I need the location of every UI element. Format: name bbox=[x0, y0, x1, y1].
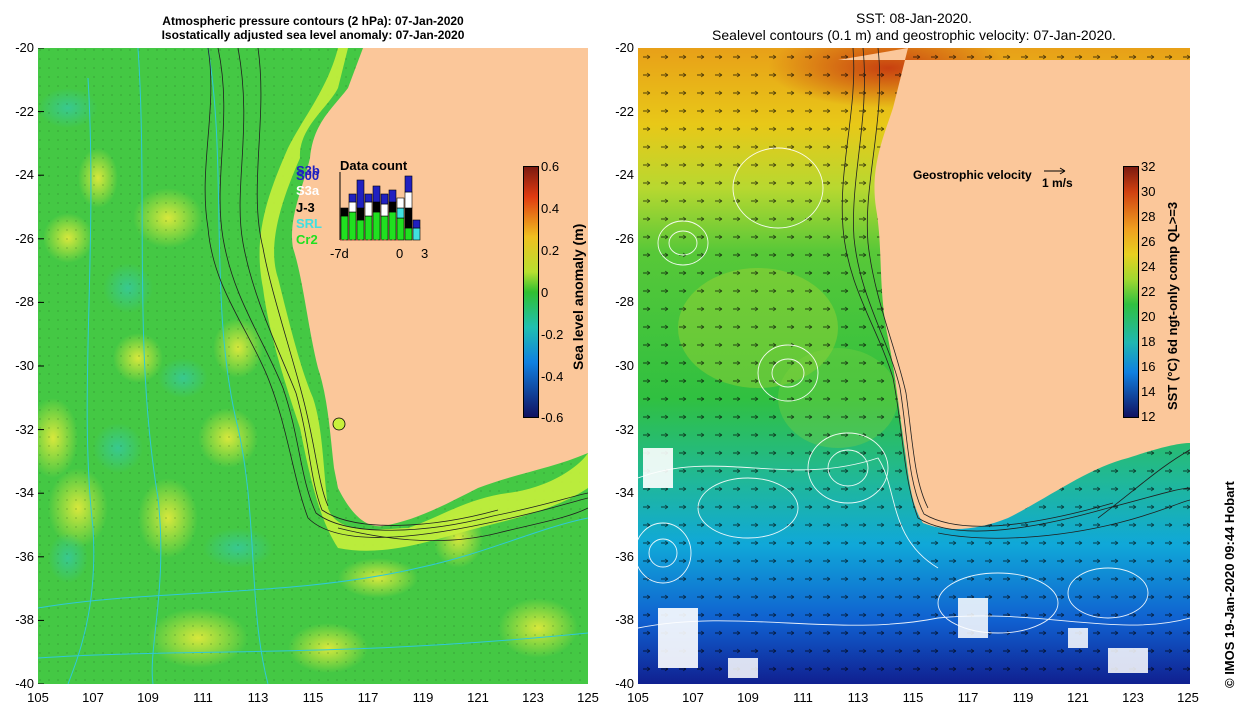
right-title-line1: SST: 08-Jan-2020. bbox=[856, 10, 972, 26]
lat-label: -28 bbox=[615, 294, 634, 309]
lat-label: -20 bbox=[15, 40, 34, 55]
cb-tick: 22 bbox=[1141, 284, 1156, 299]
lat-label: -32 bbox=[615, 422, 634, 437]
lon-label: 119 bbox=[1012, 690, 1034, 705]
lat-label: -36 bbox=[615, 549, 634, 564]
lat-label: -28 bbox=[15, 294, 34, 309]
lat-label: -40 bbox=[15, 676, 34, 691]
lat-label: -30 bbox=[615, 358, 634, 373]
bathymetry-contours-right bbox=[841, 48, 1190, 539]
land-australia-right bbox=[838, 48, 1190, 530]
right-map bbox=[638, 48, 1190, 684]
left-title: Atmospheric pressure contours (2 hPa): 0… bbox=[38, 14, 588, 42]
data-count-bars bbox=[339, 172, 421, 241]
sat-name-j3: J-3 bbox=[296, 200, 315, 215]
lon-label: 115 bbox=[902, 690, 924, 705]
cb-tick: 28 bbox=[1141, 209, 1156, 224]
lat-label: -38 bbox=[15, 612, 34, 627]
cb-tick: 12 bbox=[1141, 409, 1156, 424]
data-count-title: Data count bbox=[340, 158, 408, 173]
velocity-scale-arrow bbox=[1044, 167, 1066, 175]
lat-label: -38 bbox=[615, 612, 634, 627]
cb-tick: -0.6 bbox=[541, 410, 564, 425]
lat-label: -26 bbox=[615, 231, 634, 246]
cb-tick: 0.6 bbox=[541, 159, 560, 174]
lon-label: 109 bbox=[737, 690, 759, 705]
lon-label: 125 bbox=[577, 690, 599, 705]
lon-label: 119 bbox=[412, 690, 434, 705]
lon-label: 111 bbox=[193, 690, 213, 705]
lon-label: 125 bbox=[1177, 690, 1199, 705]
cb-tick: 26 bbox=[1141, 234, 1156, 249]
lat-label: -24 bbox=[15, 167, 34, 182]
lat-label: -22 bbox=[615, 104, 634, 119]
lat-label: -26 bbox=[15, 231, 34, 246]
sla-colorbar-label: Sea level anomaly (m) bbox=[570, 223, 586, 370]
imos-credit: © IMOS 19-Jan-2020 09:44 Hobart bbox=[1222, 481, 1237, 688]
lon-label: 105 bbox=[627, 690, 649, 705]
lon-label: 117 bbox=[957, 690, 979, 705]
cb-tick: 16 bbox=[1141, 359, 1156, 374]
dc-xtick: 0 bbox=[396, 246, 404, 261]
lon-label: 111 bbox=[793, 690, 813, 705]
velocity-scale-label: 1 m/s bbox=[1042, 176, 1073, 190]
cb-tick: 24 bbox=[1141, 259, 1156, 274]
lon-label: 123 bbox=[1122, 690, 1144, 705]
sat-name-s3a: S3a bbox=[296, 183, 320, 198]
lon-label: 107 bbox=[682, 690, 704, 705]
cb-tick: 0.2 bbox=[541, 243, 560, 258]
bathymetry-contours bbox=[204, 48, 588, 542]
left-map bbox=[38, 48, 588, 684]
cb-tick: 0.4 bbox=[541, 201, 560, 216]
sst-colorbar bbox=[1123, 166, 1139, 418]
lat-label: -22 bbox=[15, 104, 34, 119]
sat-name-srl: SRL bbox=[296, 216, 322, 231]
sat-name-s00: S00 bbox=[296, 168, 320, 183]
left-title-line2: Isostatically adjusted sea level anomaly… bbox=[161, 28, 465, 42]
left-title-line1: Atmospheric pressure contours (2 hPa): 0… bbox=[162, 14, 464, 28]
cb-tick: -0.4 bbox=[541, 369, 564, 384]
dc-xtick: 3 bbox=[421, 246, 429, 261]
cb-tick: 0 bbox=[541, 285, 549, 300]
sealevel-contours bbox=[638, 147, 1190, 634]
right-title: SST: 08-Jan-2020. Sealevel contours (0.1… bbox=[638, 10, 1190, 44]
lon-label: 121 bbox=[467, 690, 489, 705]
tide-gauge-marker bbox=[332, 417, 346, 431]
cb-tick: 32 bbox=[1141, 159, 1156, 174]
lat-label: -40 bbox=[615, 676, 634, 691]
lon-label: 109 bbox=[137, 690, 159, 705]
lat-label: -30 bbox=[15, 358, 34, 373]
lon-label: 113 bbox=[847, 690, 869, 705]
cb-tick: -0.2 bbox=[541, 327, 564, 342]
cb-tick: 30 bbox=[1141, 184, 1156, 199]
lon-label: 113 bbox=[247, 690, 269, 705]
lat-label: -34 bbox=[15, 485, 34, 500]
cloud-mask bbox=[643, 448, 1148, 678]
cb-tick: 20 bbox=[1141, 309, 1156, 324]
sat-name-s3b: S3b bbox=[296, 163, 320, 178]
lon-label: 115 bbox=[302, 690, 324, 705]
cb-tick: 14 bbox=[1141, 384, 1156, 399]
lon-label: 117 bbox=[357, 690, 379, 705]
lat-ticks-left bbox=[38, 48, 44, 684]
pressure-contours bbox=[38, 48, 588, 684]
lon-label: 121 bbox=[1067, 690, 1089, 705]
sla-colorbar bbox=[523, 166, 539, 418]
cb-tick: 18 bbox=[1141, 334, 1156, 349]
lat-label: -24 bbox=[615, 167, 634, 182]
lon-label: 123 bbox=[522, 690, 544, 705]
sat-name-cr2: Cr2 bbox=[296, 232, 318, 247]
lon-label: 107 bbox=[82, 690, 104, 705]
lat-label: -20 bbox=[615, 40, 634, 55]
lat-label: -36 bbox=[15, 549, 34, 564]
dc-xtick: -7d bbox=[330, 246, 349, 261]
sst-colorbar-label: SST (°C) 6d ngt-only comp QL>=3 bbox=[1165, 201, 1180, 410]
velocity-legend-label: Geostrophic velocity bbox=[913, 168, 1032, 182]
coastal-band bbox=[259, 48, 588, 551]
lat-label: -34 bbox=[615, 485, 634, 500]
lat-label: -32 bbox=[15, 422, 34, 437]
lon-label: 105 bbox=[27, 690, 49, 705]
right-title-line2: Sealevel contours (0.1 m) and geostrophi… bbox=[712, 27, 1116, 43]
land-australia bbox=[291, 48, 588, 527]
